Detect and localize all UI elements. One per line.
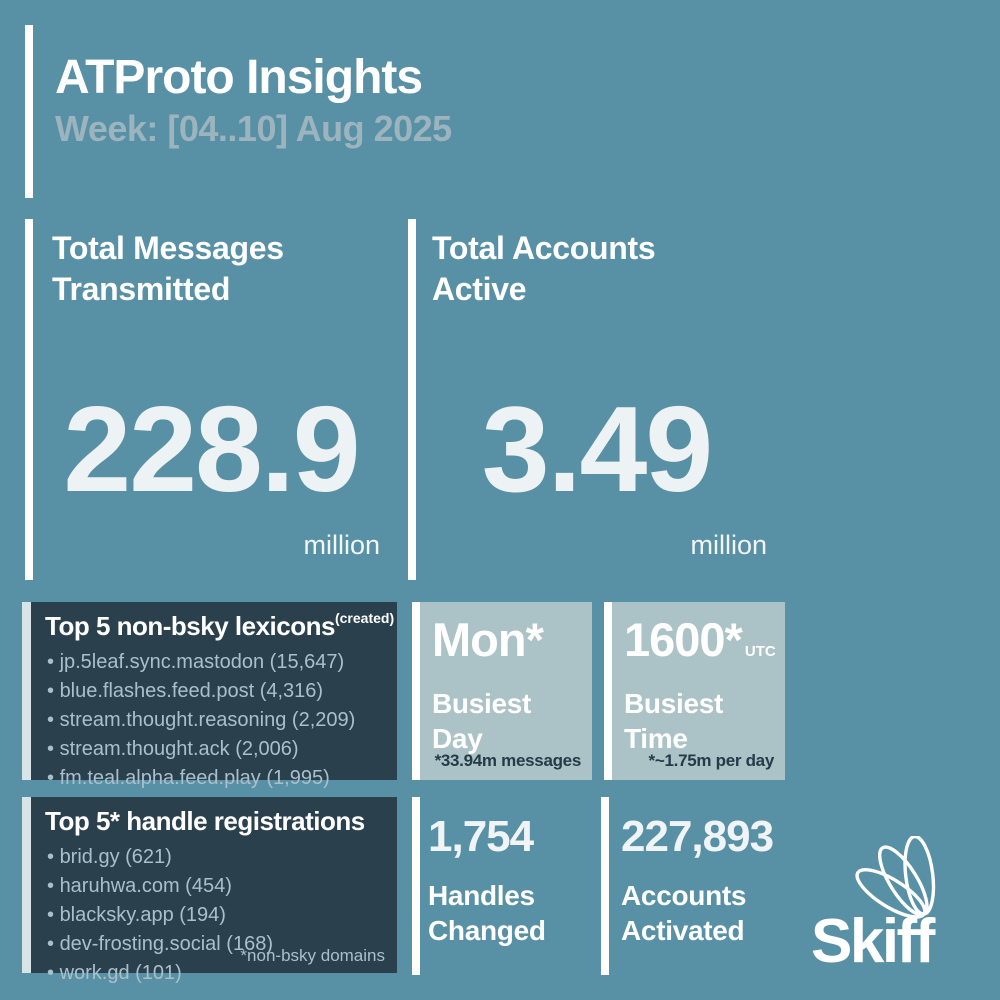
skiff-wordmark: Skiff (811, 907, 936, 973)
list-item: brid.gy (621) (47, 843, 273, 872)
header-accent-bar (25, 25, 33, 198)
handles-changed-value: 1,754 (428, 812, 534, 861)
lexicons-title-superscript: (created) (334, 610, 395, 627)
stat-accounts-accent-bar (408, 219, 416, 580)
stat-messages-heading-line1: Total Messages (52, 230, 284, 266)
accounts-activated-value: 227,893 (621, 812, 774, 861)
lexicons-list: jp.5leaf.sync.mastodon (15,647) blue.fla… (47, 648, 356, 793)
stat-accounts-value: 3.49 (481, 381, 713, 517)
skiff-logo: Skiff (811, 836, 938, 973)
stat-accounts-unit: million (690, 530, 767, 560)
lexicons-title-text: Top 5 non-bsky lexicons (45, 611, 335, 641)
handles-footnote: *non-bsky domains (240, 946, 385, 965)
accounts-activated-accent-bar (601, 797, 609, 975)
busiest-day-box: Mon* Busiest Day *33.94m messages (420, 602, 592, 780)
list-item: blue.flashes.feed.post (4,316) (47, 677, 355, 706)
busiest-time-label-line1: Busiest (624, 688, 724, 719)
busiest-day-footnote: *33.94m messages (434, 751, 582, 770)
stat-messages-accent-bar (25, 219, 33, 580)
handles-changed-label-line2: Changed (428, 915, 546, 946)
page-title: ATProto Insights (55, 51, 423, 104)
handles-list: brid.gy (621) haruhwa.com (454) blacksky… (47, 843, 273, 988)
handles-title: Top 5* handle registrations (45, 806, 365, 836)
accounts-activated-label-line1: Accounts (621, 880, 747, 911)
lexicons-accent-bar (22, 602, 31, 780)
page-subtitle: Week: [04..10] Aug 2025 (55, 108, 452, 149)
busiest-day-accent-bar (412, 602, 420, 780)
handles-box: Top 5* handle registrations brid.gy (621… (31, 797, 397, 984)
stat-accounts-heading-line2: Active (432, 271, 527, 307)
busiest-time-value-text: 1600* (624, 613, 743, 666)
list-item: blacksky.app (194) (47, 901, 273, 930)
list-item: fm.teal.alpha.feed.play (1,995) (47, 764, 355, 793)
handles-changed-label: Handles Changed (428, 878, 546, 948)
stat-messages-heading-line2: Transmitted (52, 271, 231, 307)
handles-changed-accent-bar (412, 797, 420, 975)
busiest-day-label-line2: Day (432, 723, 483, 754)
list-item: stream.thought.ack (2,006) (47, 735, 355, 764)
busiest-day-label: Busiest Day (432, 686, 531, 756)
list-item: work.gd (101) (47, 959, 273, 988)
accounts-activated-label: Accounts Activated (621, 878, 746, 948)
busiest-time-footnote: *~1.75m per day (648, 751, 775, 770)
stat-accounts-heading-line1: Total Accounts (432, 230, 656, 266)
skiff-petals-icon (855, 836, 936, 919)
busiest-time-unit: UTC (744, 643, 776, 660)
busiest-time-label: Busiest Time (624, 686, 723, 756)
busiest-time-label-line2: Time (624, 723, 688, 754)
list-item: haruhwa.com (454) (47, 872, 273, 901)
lexicons-box: Top 5 non-bsky lexicons(created) jp.5lea… (31, 602, 397, 789)
list-item: jp.5leaf.sync.mastodon (15,647) (47, 648, 355, 677)
handles-changed-label-line1: Handles (428, 880, 535, 911)
handles-accent-bar (22, 797, 31, 973)
stat-messages-unit: million (303, 530, 380, 560)
busiest-time-value: 1600* UTC (624, 612, 776, 667)
list-item: stream.thought.reasoning (2,209) (47, 706, 356, 735)
stat-messages-heading: Total Messages Transmitted (52, 228, 284, 310)
busiest-day-label-line1: Busiest (432, 688, 532, 719)
accounts-activated-label-line2: Activated (621, 915, 745, 946)
stat-messages-value: 228.9 (63, 381, 360, 517)
lexicons-title: Top 5 non-bsky lexicons(created) (45, 610, 395, 642)
stat-accounts-heading: Total Accounts Active (432, 228, 656, 310)
list-item: dev-frosting.social (168) (47, 930, 273, 959)
busiest-time-box: 1600* UTC Busiest Time *~1.75m per day (612, 602, 785, 780)
busiest-time-accent-bar (604, 602, 612, 780)
busiest-day-value: Mon* (432, 613, 544, 666)
